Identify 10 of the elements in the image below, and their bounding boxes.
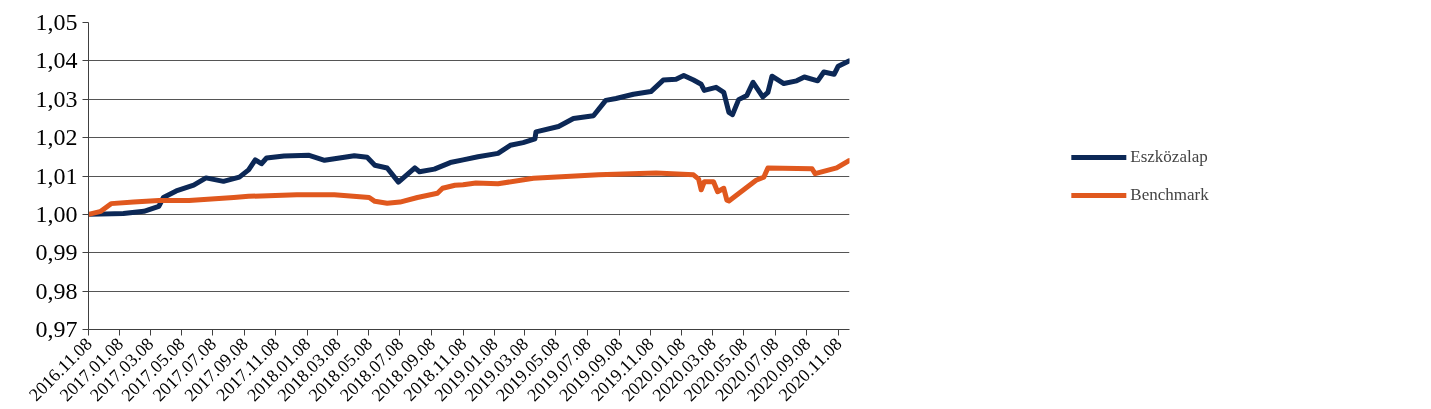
y-tick-label: 1,00 [35, 200, 78, 227]
y-tick-label: 0,98 [35, 277, 78, 304]
y-tick-label: 1,01 [35, 162, 78, 189]
legend-label: Benchmark [1130, 184, 1209, 205]
y-tick-label: 1,04 [35, 47, 78, 74]
legend-label: Eszközalap [1130, 146, 1208, 167]
y-tick-label: 1,05 [35, 9, 78, 35]
y-tick-label: 1,03 [35, 85, 78, 112]
y-tick-label: 0,99 [35, 239, 78, 266]
y-tick-label: 1,02 [35, 124, 78, 151]
